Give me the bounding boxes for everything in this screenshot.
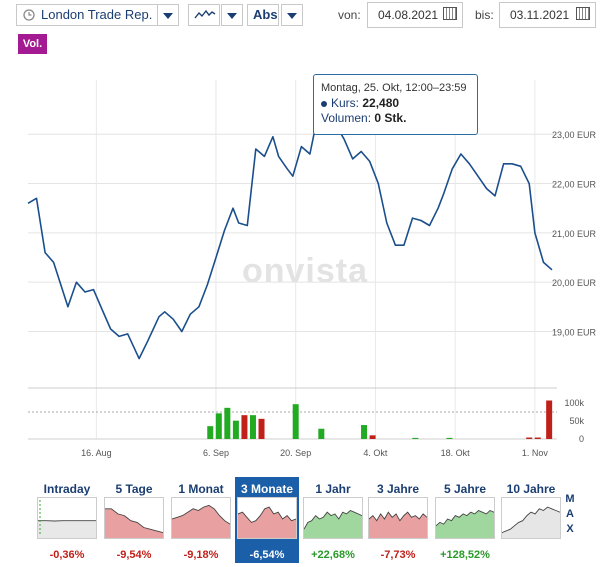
- y-tick-label: 19,00 EUR: [552, 327, 597, 337]
- period-change-value: -9,18%: [183, 549, 219, 561]
- exchange-dropdown-button[interactable]: [157, 4, 179, 26]
- max-letter-m: M: [565, 493, 575, 505]
- x-tick-label: 4. Okt: [363, 448, 388, 458]
- chart-toolbar: London Trade Rep. Abs von: 04.08.2021 bi…: [0, 0, 602, 34]
- period-change-value: +128,52%: [440, 549, 490, 561]
- volume-bar: [546, 400, 553, 439]
- period-tab-5[interactable]: 3 Jahre -7,73%: [366, 477, 430, 563]
- max-letter-x: X: [566, 523, 574, 535]
- scale-select-label: Abs: [253, 7, 278, 22]
- volume-bar: [292, 404, 299, 439]
- period-mini-chart: [303, 497, 363, 539]
- period-change-value: -9,54%: [116, 549, 152, 561]
- period-tab-4[interactable]: 1 Jahr +22,68%: [301, 477, 365, 563]
- chart-type-dropdown-button[interactable]: [221, 4, 243, 26]
- price-tooltip: Montag, 25. Okt, 12:00–23:59 Kurs: 22,48…: [313, 74, 478, 135]
- volume-bar: [369, 435, 376, 439]
- period-tab-label: 3 Monate: [240, 482, 293, 496]
- x-tick-label: 18. Okt: [441, 448, 471, 458]
- period-mini-chart: [435, 497, 495, 539]
- y-tick-label: 22,00 EUR: [552, 180, 597, 190]
- volume-bar: [534, 437, 541, 439]
- tooltip-volume-label: Volumen:: [321, 111, 372, 125]
- price-chart[interactable]: 19,00 EUR 20,00 EUR 21,00 EUR 22,00 EUR 23,0…: [0, 56, 602, 466]
- volume-bar: [232, 420, 239, 439]
- tooltip-date: Montag, 25. Okt, 12:00–23:59: [321, 82, 467, 94]
- period-tab-label: 1 Monat: [178, 482, 224, 496]
- volume-bar: [446, 437, 453, 439]
- price-series-line: [27, 108, 553, 360]
- to-date-input[interactable]: 03.11.2021: [499, 2, 596, 28]
- period-change-value: +22,68%: [311, 549, 355, 561]
- volume-tick-label: 0: [579, 434, 584, 444]
- x-tick-label: 6. Sep: [203, 448, 229, 458]
- tooltip-price-label: Kurs:: [331, 96, 360, 110]
- period-tab-label: Intraday: [43, 482, 91, 496]
- exchange-select-label: London Trade Rep.: [41, 7, 153, 22]
- exchange-select[interactable]: London Trade Rep.: [16, 4, 179, 26]
- volume-bar: [241, 415, 248, 439]
- x-tick-label: 1. Nov: [522, 448, 549, 458]
- tooltip-volume-value: 0 Stk.: [374, 111, 407, 125]
- y-tick-label: 23,00 EUR: [552, 130, 597, 140]
- period-mini-chart: [237, 497, 297, 539]
- clock-icon: [23, 9, 35, 21]
- max-period-button[interactable]: M A X: [563, 492, 577, 537]
- period-change-value: -7,73%: [380, 549, 416, 561]
- period-mini-chart: [37, 497, 97, 539]
- tooltip-volume-row: Volumen: 0 Stk.: [321, 111, 470, 125]
- scale-dropdown-button[interactable]: [281, 4, 303, 26]
- onvista-watermark: onvista: [242, 252, 368, 290]
- scale-select[interactable]: Abs: [247, 4, 279, 26]
- volume-bar: [318, 428, 325, 439]
- period-tab-2[interactable]: 1 Monat -9,18%: [169, 477, 233, 563]
- volume-bar: [215, 413, 222, 439]
- line-chart-icon: [194, 9, 216, 19]
- to-label: bis:: [475, 8, 494, 22]
- y-tick-label: 20,00 EUR: [552, 278, 597, 288]
- from-label: von:: [338, 8, 361, 22]
- chart-type-select[interactable]: [188, 4, 220, 26]
- period-tab-7[interactable]: 10 Jahre: [499, 477, 563, 563]
- period-tab-3[interactable]: 3 Monate -6,54%: [235, 477, 299, 563]
- tooltip-price-value: 22,480: [362, 96, 400, 110]
- period-tab-label: 5 Jahre: [443, 482, 487, 496]
- period-change-value: -0,36%: [49, 549, 85, 561]
- to-calendar-icon[interactable]: [576, 7, 590, 20]
- volume-bar: [526, 437, 533, 439]
- x-tick-label: 16. Aug: [81, 448, 112, 458]
- period-mini-chart: [368, 497, 428, 539]
- period-tab-6[interactable]: 5 Jahre +128,52%: [433, 477, 497, 563]
- period-tab-label: 1 Jahr: [315, 482, 351, 496]
- y-tick-label: 21,00 EUR: [552, 229, 597, 239]
- series-dot-icon: [321, 100, 327, 107]
- tooltip-price-row: Kurs: 22,480: [321, 96, 470, 110]
- period-tab-0[interactable]: Intraday -0,36%: [35, 477, 99, 563]
- max-letter-a: A: [566, 508, 574, 520]
- from-calendar-icon[interactable]: [443, 7, 457, 20]
- period-tab-label: 3 Jahre: [376, 482, 420, 496]
- volume-bar: [249, 415, 256, 439]
- volume-tick-label: 50k: [569, 416, 584, 426]
- volume-bar: [258, 418, 265, 439]
- volume-bar: [412, 437, 419, 439]
- to-date-value: 03.11.2021: [510, 8, 570, 22]
- period-mini-chart: [104, 497, 164, 539]
- from-date-value: 04.08.2021: [378, 8, 439, 22]
- volume-toggle-button[interactable]: Vol.: [18, 34, 47, 54]
- period-change-value: -6,54%: [249, 549, 285, 561]
- period-tab-1[interactable]: 5 Tage -9,54%: [102, 477, 166, 563]
- period-tabs: Intraday -0,36% 5 Tage -9,54% 1 Monat -9,18% 3…: [36, 477, 602, 567]
- period-tab-label: 5 Tage: [115, 482, 153, 496]
- volume-bar: [207, 426, 214, 439]
- volume-bar: [361, 425, 368, 439]
- period-mini-chart: [501, 497, 561, 539]
- period-mini-chart: [171, 497, 231, 539]
- volume-bar: [224, 407, 231, 439]
- volume-tick-label: 100k: [564, 398, 584, 408]
- x-tick-label: 20. Sep: [280, 448, 311, 458]
- period-tab-label: 10 Jahre: [506, 482, 556, 496]
